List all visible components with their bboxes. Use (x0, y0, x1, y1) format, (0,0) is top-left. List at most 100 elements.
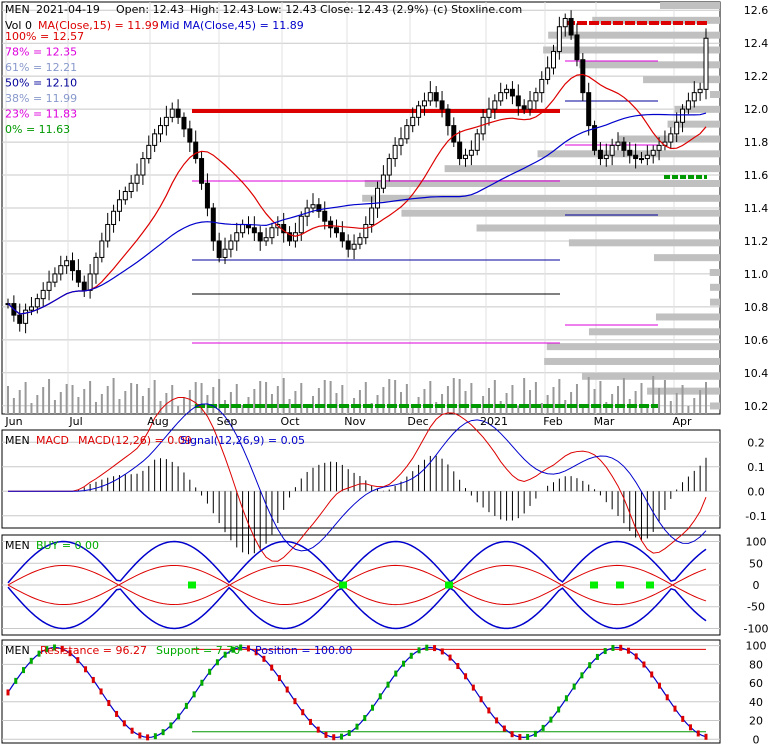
candle-body (216, 240, 222, 258)
candle-body (468, 149, 474, 156)
candle-body (621, 141, 627, 151)
candle-body (680, 108, 686, 123)
position-step-mark (549, 716, 553, 723)
volume-bar (71, 385, 74, 414)
header-open: Open: 12.43 (116, 3, 184, 16)
candle-body (504, 88, 510, 94)
resistance-panel (1, 639, 721, 744)
volume-bar (24, 382, 27, 414)
position-step-mark (53, 644, 57, 651)
price-tick-label: 11.8 (744, 136, 769, 149)
buy-line-a (7, 564, 707, 606)
candle-body (691, 92, 697, 102)
position-step-mark (626, 647, 630, 654)
position-step-mark (153, 733, 157, 740)
price-tick-label: 11.0 (744, 268, 769, 281)
volume-bar (194, 382, 197, 414)
volume-bar (646, 404, 649, 414)
candle-body (439, 100, 445, 110)
candle-body (568, 17, 574, 36)
volume-bar (124, 391, 127, 414)
macd-tick-label: 0.1 (747, 461, 765, 474)
volume-bar (517, 406, 520, 414)
volume-profile-bar (476, 224, 720, 232)
candle-body (204, 182, 210, 209)
candle-body (93, 256, 99, 275)
candle-body (697, 88, 703, 94)
candle-body (152, 133, 158, 146)
position-step-mark (650, 671, 654, 678)
candle-body (316, 204, 322, 212)
candle-body (251, 227, 257, 234)
volume-bar (18, 390, 21, 414)
buy-main-label: BUY = 0.00 (36, 539, 99, 552)
candle-body (668, 133, 674, 143)
candle-body (298, 215, 304, 234)
volume-bar (294, 391, 297, 414)
volume-bar (265, 382, 268, 414)
position-step-mark (91, 676, 95, 683)
position-step-mark (332, 734, 336, 741)
volume-profile-bar (362, 194, 720, 202)
volume-bar (259, 381, 262, 414)
volume-bar (581, 405, 584, 414)
macd-line (8, 397, 707, 562)
candle-body (592, 125, 598, 151)
volume-profile-bar (655, 313, 720, 321)
volume-bar (487, 388, 490, 414)
volume-bar (705, 382, 707, 414)
volume-bar (564, 400, 567, 414)
position-step-mark (293, 698, 297, 705)
volume-profile-bar (581, 372, 720, 380)
candle-body (81, 281, 87, 291)
position-step-mark (541, 724, 545, 731)
position-step-mark (339, 733, 343, 740)
volume-bar (687, 406, 690, 414)
position-step-mark (308, 718, 312, 725)
volume-profile-bar (444, 165, 720, 173)
volume-profile-bar (548, 31, 720, 39)
candle-body (392, 144, 398, 160)
position-step-mark (456, 663, 460, 670)
position-step-mark (184, 702, 188, 709)
volume-bar (681, 385, 684, 414)
volume-bar (335, 393, 338, 414)
candle-body (240, 223, 246, 234)
price-tick-label: 11.6 (744, 169, 769, 182)
position-step-mark (696, 730, 700, 737)
candle-body (134, 174, 140, 184)
volume-bar (282, 378, 285, 414)
volume-bar (235, 384, 238, 414)
volume-bar (669, 401, 672, 414)
fib-level-label: 38% = 11.99 (5, 92, 77, 105)
position-step-mark (138, 732, 142, 739)
candle-body (398, 138, 404, 146)
volume-bar (147, 388, 150, 414)
buy-tick-label: -100 (744, 622, 769, 635)
x-axis-label: Apr (672, 415, 692, 428)
volume-bar (699, 390, 702, 414)
volume-bar (534, 382, 537, 414)
volume-profile-bar (544, 357, 720, 365)
price-tick-label: 12.0 (744, 103, 769, 116)
position-step-mark (386, 681, 390, 688)
volume-profile-bar (710, 298, 720, 306)
volume-bar (399, 392, 402, 414)
position-step-mark (440, 648, 444, 655)
position-step-mark (510, 731, 514, 738)
header-source: (c) Stoxline.com (433, 3, 522, 16)
candle-body (40, 289, 46, 300)
candle-body (656, 144, 662, 151)
volume-bar (493, 380, 496, 414)
volume-bar (663, 380, 666, 414)
fib-level-label: 61% = 12.21 (5, 61, 77, 74)
volume-bar (118, 399, 121, 414)
position-step-mark (161, 729, 165, 736)
price-tick-label: 12.6 (744, 4, 769, 17)
volume-bar (523, 378, 526, 414)
macd-value-label: MACD(12,26) = 0.09 (78, 434, 192, 447)
candle-body (163, 116, 169, 127)
candle-body (52, 273, 58, 283)
header-high: High: 12.43 (190, 3, 254, 16)
x-axis-label: Dec (407, 415, 428, 428)
